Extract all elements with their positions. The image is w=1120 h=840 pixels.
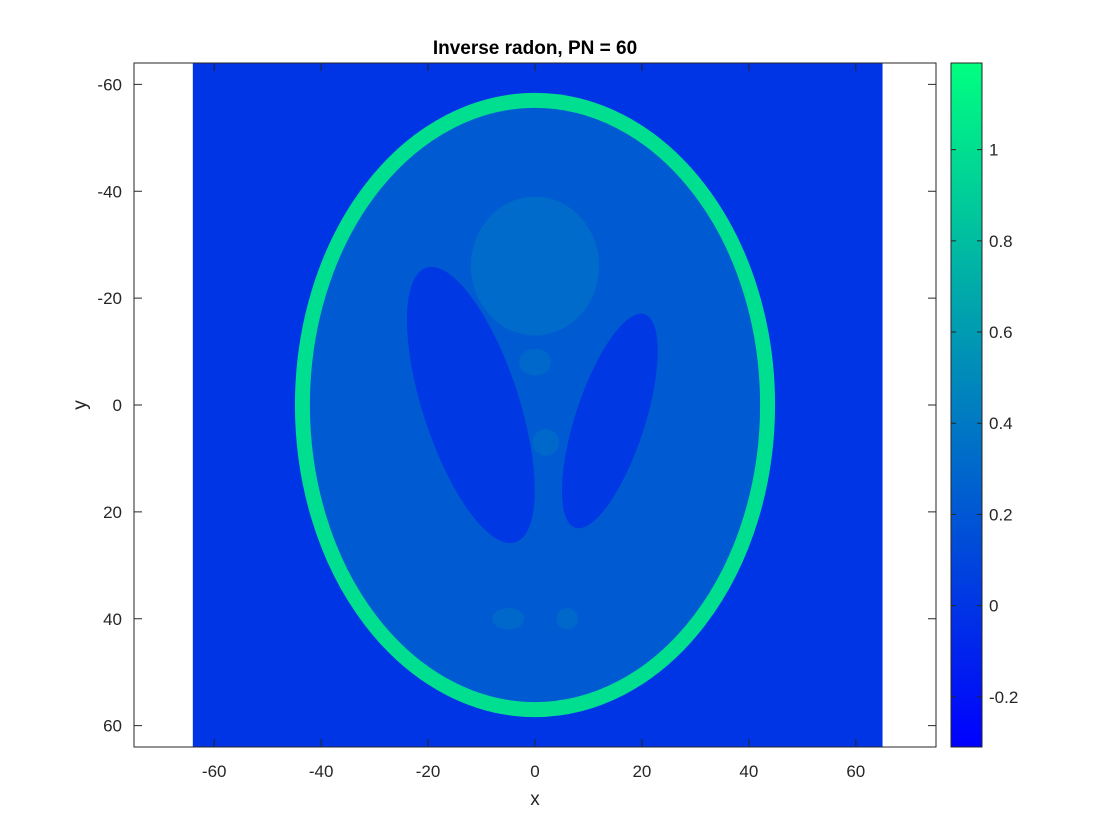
y-tick-label: 40 bbox=[103, 610, 122, 629]
x-tick-label: -40 bbox=[309, 762, 334, 781]
colorbar-tick-label: 0 bbox=[989, 597, 998, 616]
y-axis-ticks: -60 -40 -20 0 20 40 60 bbox=[97, 75, 936, 736]
y-axis-label: y bbox=[70, 400, 91, 410]
region-6 bbox=[556, 608, 578, 630]
chart-title: Inverse radon, PN = 60 bbox=[433, 38, 637, 59]
y-tick-label: 60 bbox=[103, 717, 122, 736]
region-1 bbox=[561, 313, 658, 529]
colorbar-tick-label: 1 bbox=[989, 141, 998, 160]
y-tick-label: -60 bbox=[97, 75, 122, 94]
x-tick-label: 0 bbox=[530, 762, 539, 781]
region-0 bbox=[406, 266, 535, 544]
colorbar-tick-label: 0.6 bbox=[989, 323, 1013, 342]
x-tick-label: 40 bbox=[739, 762, 758, 781]
region-2 bbox=[470, 196, 600, 336]
x-tick-label: 60 bbox=[846, 762, 865, 781]
colorbar-tick-label: 0.8 bbox=[989, 232, 1013, 251]
y-tick-label: -20 bbox=[97, 289, 122, 308]
outer-ellipse-interior bbox=[302, 100, 768, 710]
x-axis-ticks: -60 -40 -20 0 20 40 60 bbox=[202, 63, 865, 781]
y-tick-label: -40 bbox=[97, 182, 122, 201]
y-tick-label: 0 bbox=[113, 396, 122, 415]
colorbar-tick-label: 0.4 bbox=[989, 414, 1013, 433]
colorbar-ticks: -0.2 0 0.2 0.4 0.6 0.8 1 bbox=[951, 141, 1018, 707]
x-tick-label: 20 bbox=[632, 762, 651, 781]
plot-area: -60 -40 -20 0 20 40 60 -60 -40 -20 0 20 40 60 bbox=[97, 62, 937, 781]
colorbar-tick-label: -0.2 bbox=[989, 688, 1018, 707]
x-tick-label: -60 bbox=[202, 762, 227, 781]
colorbar-gradient-bar bbox=[950, 62, 983, 748]
region-5 bbox=[492, 608, 525, 630]
colorbar: -0.2 0 0.2 0.4 0.6 0.8 1 bbox=[950, 62, 1018, 748]
heatmap-image bbox=[192, 63, 883, 747]
region-3 bbox=[518, 348, 552, 376]
region-4 bbox=[532, 429, 560, 456]
x-tick-label: -20 bbox=[416, 762, 441, 781]
y-tick-label: 20 bbox=[103, 503, 122, 522]
colorbar-tick-label: 0.2 bbox=[989, 505, 1013, 524]
outer-ellipse-ring bbox=[294, 92, 776, 718]
x-axis-label: x bbox=[530, 789, 540, 810]
